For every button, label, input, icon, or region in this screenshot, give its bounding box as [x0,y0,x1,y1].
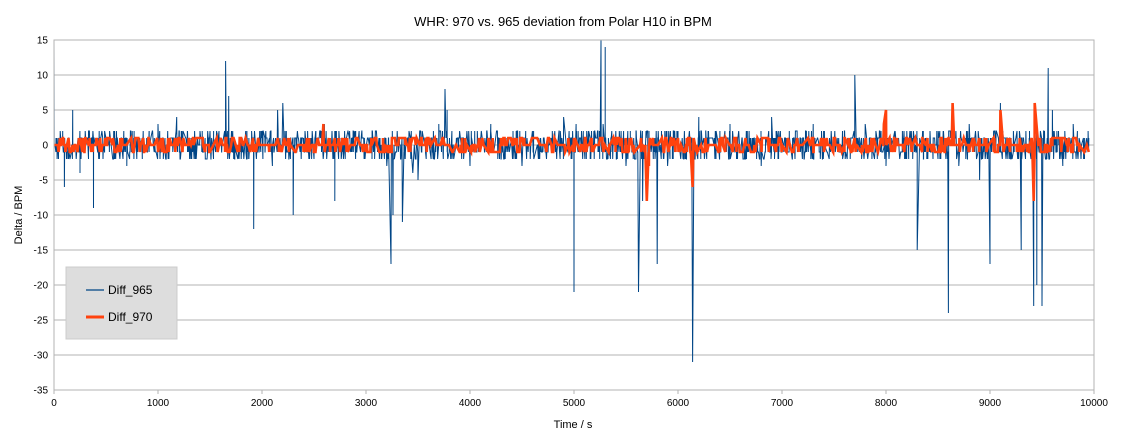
y-tick-label: -15 [34,246,49,257]
x-tick-label: 3000 [355,398,378,409]
series-line-diff-965 [53,39,1090,363]
y-axis-title: Delta / BPM [13,186,25,245]
series-layer [53,39,1091,363]
plot-frame [53,39,1095,391]
x-axis-title: Time / s [554,419,593,431]
y-axis-ticks: 15 10 5 0 -5 -10 -15 -20 -25 -30 -35 [34,36,49,397]
x-tick-label: 8000 [875,398,898,409]
x-tick-label: 6000 [667,398,690,409]
chart-title: WHR: 970 vs. 965 deviation from Polar H1… [414,14,712,29]
y-tick-label: 0 [42,141,48,152]
legend-label-diff-970: Diff_970 [108,310,153,324]
x-tick-label: 7000 [771,398,794,409]
x-tick-label: 1000 [147,398,170,409]
x-tick-label: 9000 [979,398,1002,409]
y-tick-label: -10 [34,211,49,222]
y-tick-label: 15 [37,36,49,47]
legend-label-diff-965: Diff_965 [108,283,153,297]
y-tick-label: -25 [34,316,49,327]
y-tick-label: -20 [34,281,49,292]
y-tick-label: -5 [39,176,48,187]
x-tick-label: 10000 [1080,398,1108,409]
x-tick-label: 2000 [251,398,274,409]
x-tick-label: 0 [51,398,57,409]
x-axis-ticks: 0 1000 2000 3000 4000 5000 6000 7000 8000 9000 100… [51,390,1108,409]
y-tick-label: 10 [37,71,49,82]
legend: Diff_965 Diff_970 [65,266,178,340]
y-tick-label: -35 [34,386,49,397]
legend-box [65,266,178,340]
y-tick-label: 5 [42,106,48,117]
x-tick-label: 5000 [563,398,586,409]
series-line-diff-970 [54,102,1091,202]
x-tick-label: 4000 [459,398,482,409]
y-tick-label: -30 [34,351,49,362]
